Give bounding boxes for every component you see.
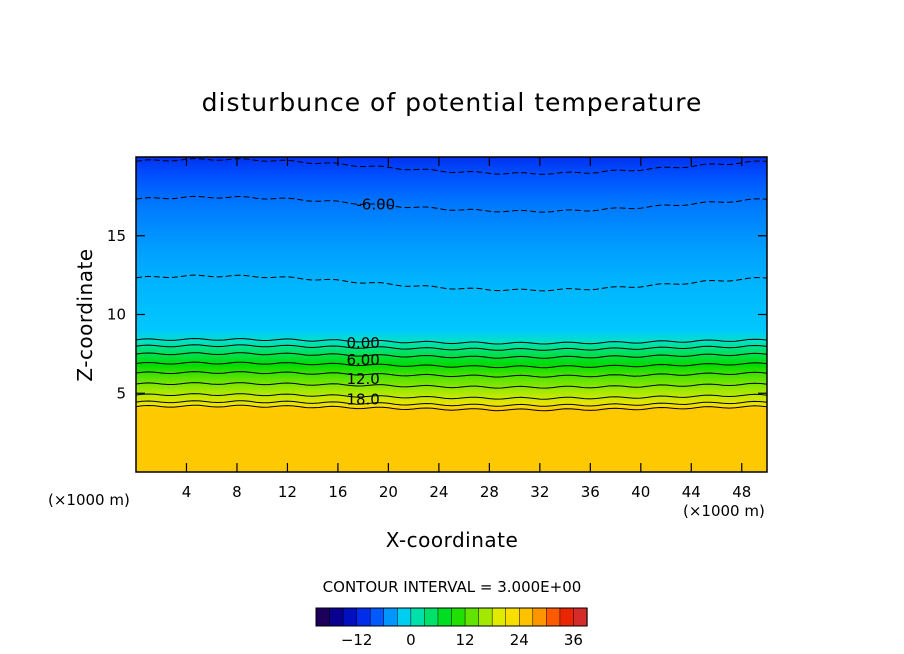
contour-line [135, 371, 768, 378]
contour-line [135, 382, 768, 389]
contour-label: 0.00 [346, 334, 379, 352]
contour-line [135, 274, 768, 292]
colorbar-cell [464, 607, 480, 627]
colorbar-cell [559, 607, 575, 627]
x-tick-label: 20 [379, 483, 398, 501]
colorbar-cell [397, 607, 412, 627]
x-left-unit-label: (×1000 m) [48, 491, 130, 509]
colorbar-cell [505, 607, 520, 627]
colorbar-cell [532, 607, 547, 627]
colorbar-tick-label: 24 [510, 631, 529, 649]
x-tick-label: 44 [682, 483, 701, 501]
y-tick-label: 15 [107, 227, 126, 245]
y-tick-label: 10 [107, 306, 126, 324]
contour-line [135, 400, 768, 407]
x-tick-label: 8 [232, 483, 242, 501]
contour-line [135, 404, 768, 412]
x-tick-label: 48 [732, 483, 751, 501]
x-axis-ticks: 4 8 12 16 20 24 28 32 36 40 44 48 [182, 157, 751, 501]
contour-label: 6.00 [346, 351, 379, 369]
colorbar-cell [369, 607, 385, 627]
colorbar-cell [573, 607, 588, 627]
colorbar-frame [315, 607, 588, 627]
x-tick-label: 24 [429, 483, 448, 501]
chart-title: disturbunce of potential temperature [202, 88, 703, 117]
colorbar-cell [519, 607, 534, 627]
colorbar-tick-label: −12 [341, 631, 373, 649]
colorbar-cell [315, 607, 331, 627]
x-tick-label: 32 [530, 483, 549, 501]
x-tick-label: 40 [631, 483, 650, 501]
colorbar-cell [437, 607, 453, 627]
temperature-field [136, 157, 767, 472]
colorbar-cell [424, 607, 439, 627]
colorbar-cell [410, 607, 426, 627]
x-axis-title: X-coordinate [386, 528, 519, 552]
x-tick-label: 12 [278, 483, 297, 501]
x-right-unit-label: (×1000 m) [683, 502, 765, 520]
x-tick-label: 16 [328, 483, 347, 501]
contour-lines [135, 158, 768, 412]
contour-line [135, 158, 768, 175]
colorbar-cell [383, 607, 398, 627]
colorbar-tick-label: 36 [564, 631, 583, 649]
y-axis-ticks: 5 10 15 [107, 227, 767, 402]
colorbar-cell [342, 607, 358, 627]
colorbar-cell [478, 607, 493, 627]
colorbar-tick-label: 12 [456, 631, 475, 649]
contour-line [135, 393, 768, 400]
contour-label: -6.00 [356, 195, 395, 213]
contour-line [135, 195, 768, 213]
contour-interval-label: CONTOUR INTERVAL = 3.000E+00 [323, 578, 582, 596]
y-axis-title: Z-coordinate [73, 248, 97, 381]
colorbar [315, 607, 588, 627]
colorbar-cell [329, 607, 344, 627]
colorbar-cell [356, 607, 371, 627]
colorbar-tick-label: 0 [406, 631, 416, 649]
colorbar-cell [451, 607, 466, 627]
contour-line [135, 352, 768, 359]
x-tick-label: 4 [182, 483, 192, 501]
contour-line [135, 344, 768, 351]
contour-label: 18.0 [346, 391, 379, 409]
y-tick-label: 5 [116, 384, 126, 402]
colorbar-ticks: −12 0 12 24 36 [341, 631, 583, 649]
colorbar-cell [546, 607, 561, 627]
colorbar-cell [491, 607, 507, 627]
contour-label: 12.0 [346, 370, 379, 388]
contour-line [135, 337, 768, 345]
contour-line [135, 361, 768, 369]
x-tick-label: 36 [581, 483, 600, 501]
x-tick-label: 28 [480, 483, 499, 501]
